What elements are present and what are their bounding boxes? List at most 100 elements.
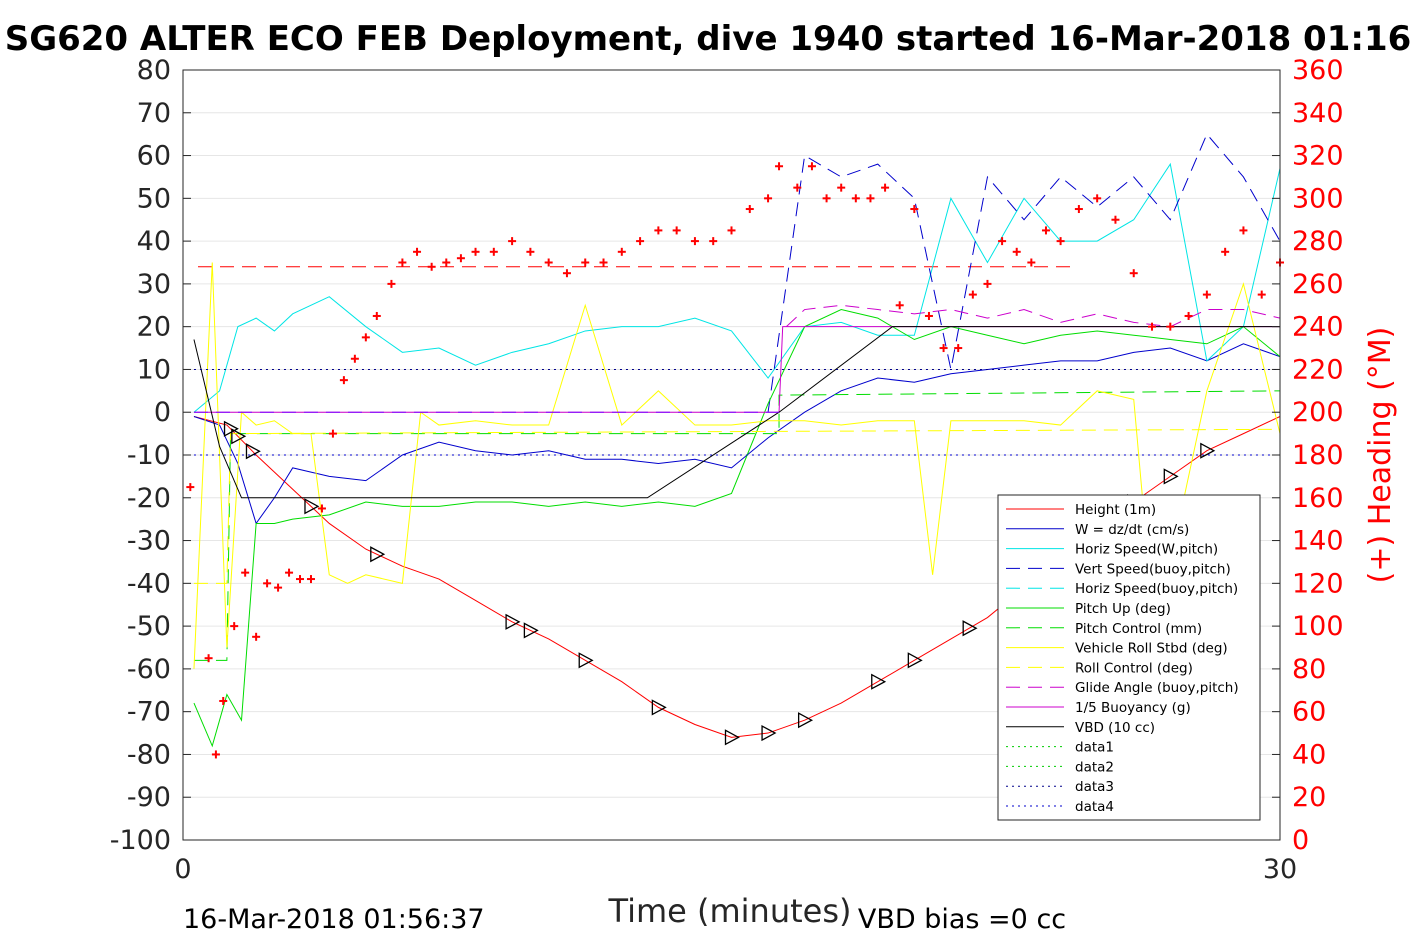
heading-point bbox=[881, 183, 890, 192]
heading-point bbox=[1093, 194, 1102, 203]
heading-point bbox=[1184, 311, 1193, 320]
triangle-marker bbox=[223, 420, 239, 437]
heading-point bbox=[793, 183, 802, 192]
heading-point bbox=[387, 279, 396, 288]
legend-label: W = dz/dt (cm/s) bbox=[1075, 522, 1189, 538]
legend-label: data3 bbox=[1075, 779, 1114, 795]
legend-label: Vert Speed(buoy,pitch) bbox=[1075, 561, 1231, 577]
heading-point bbox=[866, 194, 875, 203]
heading-point bbox=[822, 194, 831, 203]
heading-point bbox=[1202, 290, 1211, 299]
series-line bbox=[193, 162, 1281, 413]
heading-point bbox=[252, 632, 261, 641]
legend-label: Roll Control (deg) bbox=[1075, 660, 1193, 676]
triangle-marker bbox=[651, 699, 667, 716]
y-tick-label: -40 bbox=[127, 568, 171, 599]
triangle-marker bbox=[231, 428, 247, 445]
right-axis-ticks: 3603403203002802602402202001801601401201… bbox=[1272, 55, 1344, 856]
heading-point bbox=[764, 194, 773, 203]
legend-label: data4 bbox=[1075, 799, 1114, 815]
series-line bbox=[767, 133, 1281, 413]
heading-point bbox=[204, 654, 213, 663]
legend-label: Pitch Control (mm) bbox=[1075, 621, 1202, 637]
heading-point bbox=[727, 226, 736, 235]
heading-point bbox=[263, 579, 272, 588]
heading-point bbox=[599, 258, 608, 267]
heading-point bbox=[186, 483, 195, 492]
y-tick-label: 30 bbox=[137, 269, 171, 300]
y-right-tick-label: 220 bbox=[1292, 354, 1344, 385]
y-tick-label: 60 bbox=[137, 141, 171, 172]
left-axis-ticks: 80 70 60 50 40 30 20 10 0 -10 -20 -30 -40 -50 -60 -70 -8… bbox=[110, 55, 191, 856]
heading-point bbox=[489, 247, 498, 256]
heading-point bbox=[471, 247, 480, 256]
heading-point bbox=[296, 575, 305, 584]
y-right-tick-label: 160 bbox=[1292, 483, 1344, 514]
y-tick-label: -90 bbox=[127, 782, 171, 813]
triangle-marker bbox=[761, 724, 777, 742]
y-tick-label: -10 bbox=[127, 440, 171, 471]
heading-point bbox=[690, 237, 699, 246]
x-tick-label: 30 bbox=[1263, 854, 1297, 885]
series-line bbox=[193, 428, 1281, 584]
heading-point bbox=[617, 247, 626, 256]
y-tick-label: 50 bbox=[137, 183, 171, 214]
heading-point bbox=[306, 575, 315, 584]
y-right-tick-label: 340 bbox=[1292, 98, 1344, 129]
y-tick-label: 40 bbox=[137, 226, 171, 257]
heading-point bbox=[1027, 258, 1036, 267]
y-right-tick-label: 320 bbox=[1292, 141, 1344, 172]
y-tick-label: -50 bbox=[127, 611, 171, 642]
heading-point bbox=[241, 568, 250, 577]
y-tick-label: -30 bbox=[127, 526, 171, 557]
y-tick-label: 20 bbox=[137, 312, 171, 343]
heading-point bbox=[328, 429, 337, 438]
series-line bbox=[193, 343, 1281, 525]
heading-point bbox=[339, 376, 348, 385]
series-line bbox=[193, 309, 1281, 748]
legend-label: data2 bbox=[1075, 759, 1114, 775]
triangle-marker bbox=[245, 443, 261, 460]
y-tick-label: 70 bbox=[137, 98, 171, 129]
legend: Height (1m) W = dz/dt (cm/s) Horiz Speed(W… bbox=[997, 494, 1261, 821]
series-line bbox=[786, 304, 1281, 328]
heading-point bbox=[413, 247, 422, 256]
heading-point bbox=[954, 344, 963, 353]
legend-label: Glide Angle (buoy,pitch) bbox=[1075, 680, 1239, 696]
triangle-marker bbox=[1163, 468, 1179, 485]
heading-point bbox=[1257, 290, 1266, 299]
y-right-tick-label: 40 bbox=[1292, 739, 1326, 770]
x-axis-label: Time (minutes) bbox=[608, 892, 852, 930]
y-tick-label: -70 bbox=[127, 697, 171, 728]
y-right-tick-label: 20 bbox=[1292, 782, 1326, 813]
heading-point bbox=[526, 247, 535, 256]
heading-point bbox=[544, 258, 553, 267]
heading-point bbox=[211, 750, 220, 759]
chart-title: SG620 ALTER ECO FEB Deployment, dive 194… bbox=[5, 19, 1412, 59]
triangle-marker bbox=[907, 652, 923, 669]
heading-point bbox=[274, 583, 283, 592]
series-layer bbox=[193, 133, 1281, 748]
heading-point bbox=[851, 194, 860, 203]
legend-box bbox=[997, 494, 1261, 821]
y-tick-label: -100 bbox=[110, 825, 171, 856]
triangle-marker bbox=[724, 729, 740, 746]
heading-point bbox=[1239, 226, 1248, 235]
y-right-tick-label: 180 bbox=[1292, 440, 1344, 471]
heading-point bbox=[1129, 269, 1138, 278]
legend-label: Horiz Speed(W,pitch) bbox=[1075, 542, 1218, 558]
y-right-tick-label: 120 bbox=[1292, 568, 1344, 599]
x-axis-ticks: 0 30 bbox=[174, 832, 1297, 885]
y-right-tick-label: 80 bbox=[1292, 654, 1326, 685]
y-tick-label: 0 bbox=[154, 397, 171, 428]
triangle-marker bbox=[871, 673, 887, 690]
y-tick-label: -60 bbox=[127, 654, 171, 685]
triangle-marker bbox=[304, 498, 320, 515]
legend-label: Height (1m) bbox=[1075, 502, 1156, 518]
y-right-tick-label: 260 bbox=[1292, 269, 1344, 300]
y-tick-label: 10 bbox=[137, 354, 171, 385]
heading-point bbox=[456, 254, 465, 263]
y-right-tick-label: 200 bbox=[1292, 397, 1344, 428]
heading-point bbox=[361, 333, 370, 342]
